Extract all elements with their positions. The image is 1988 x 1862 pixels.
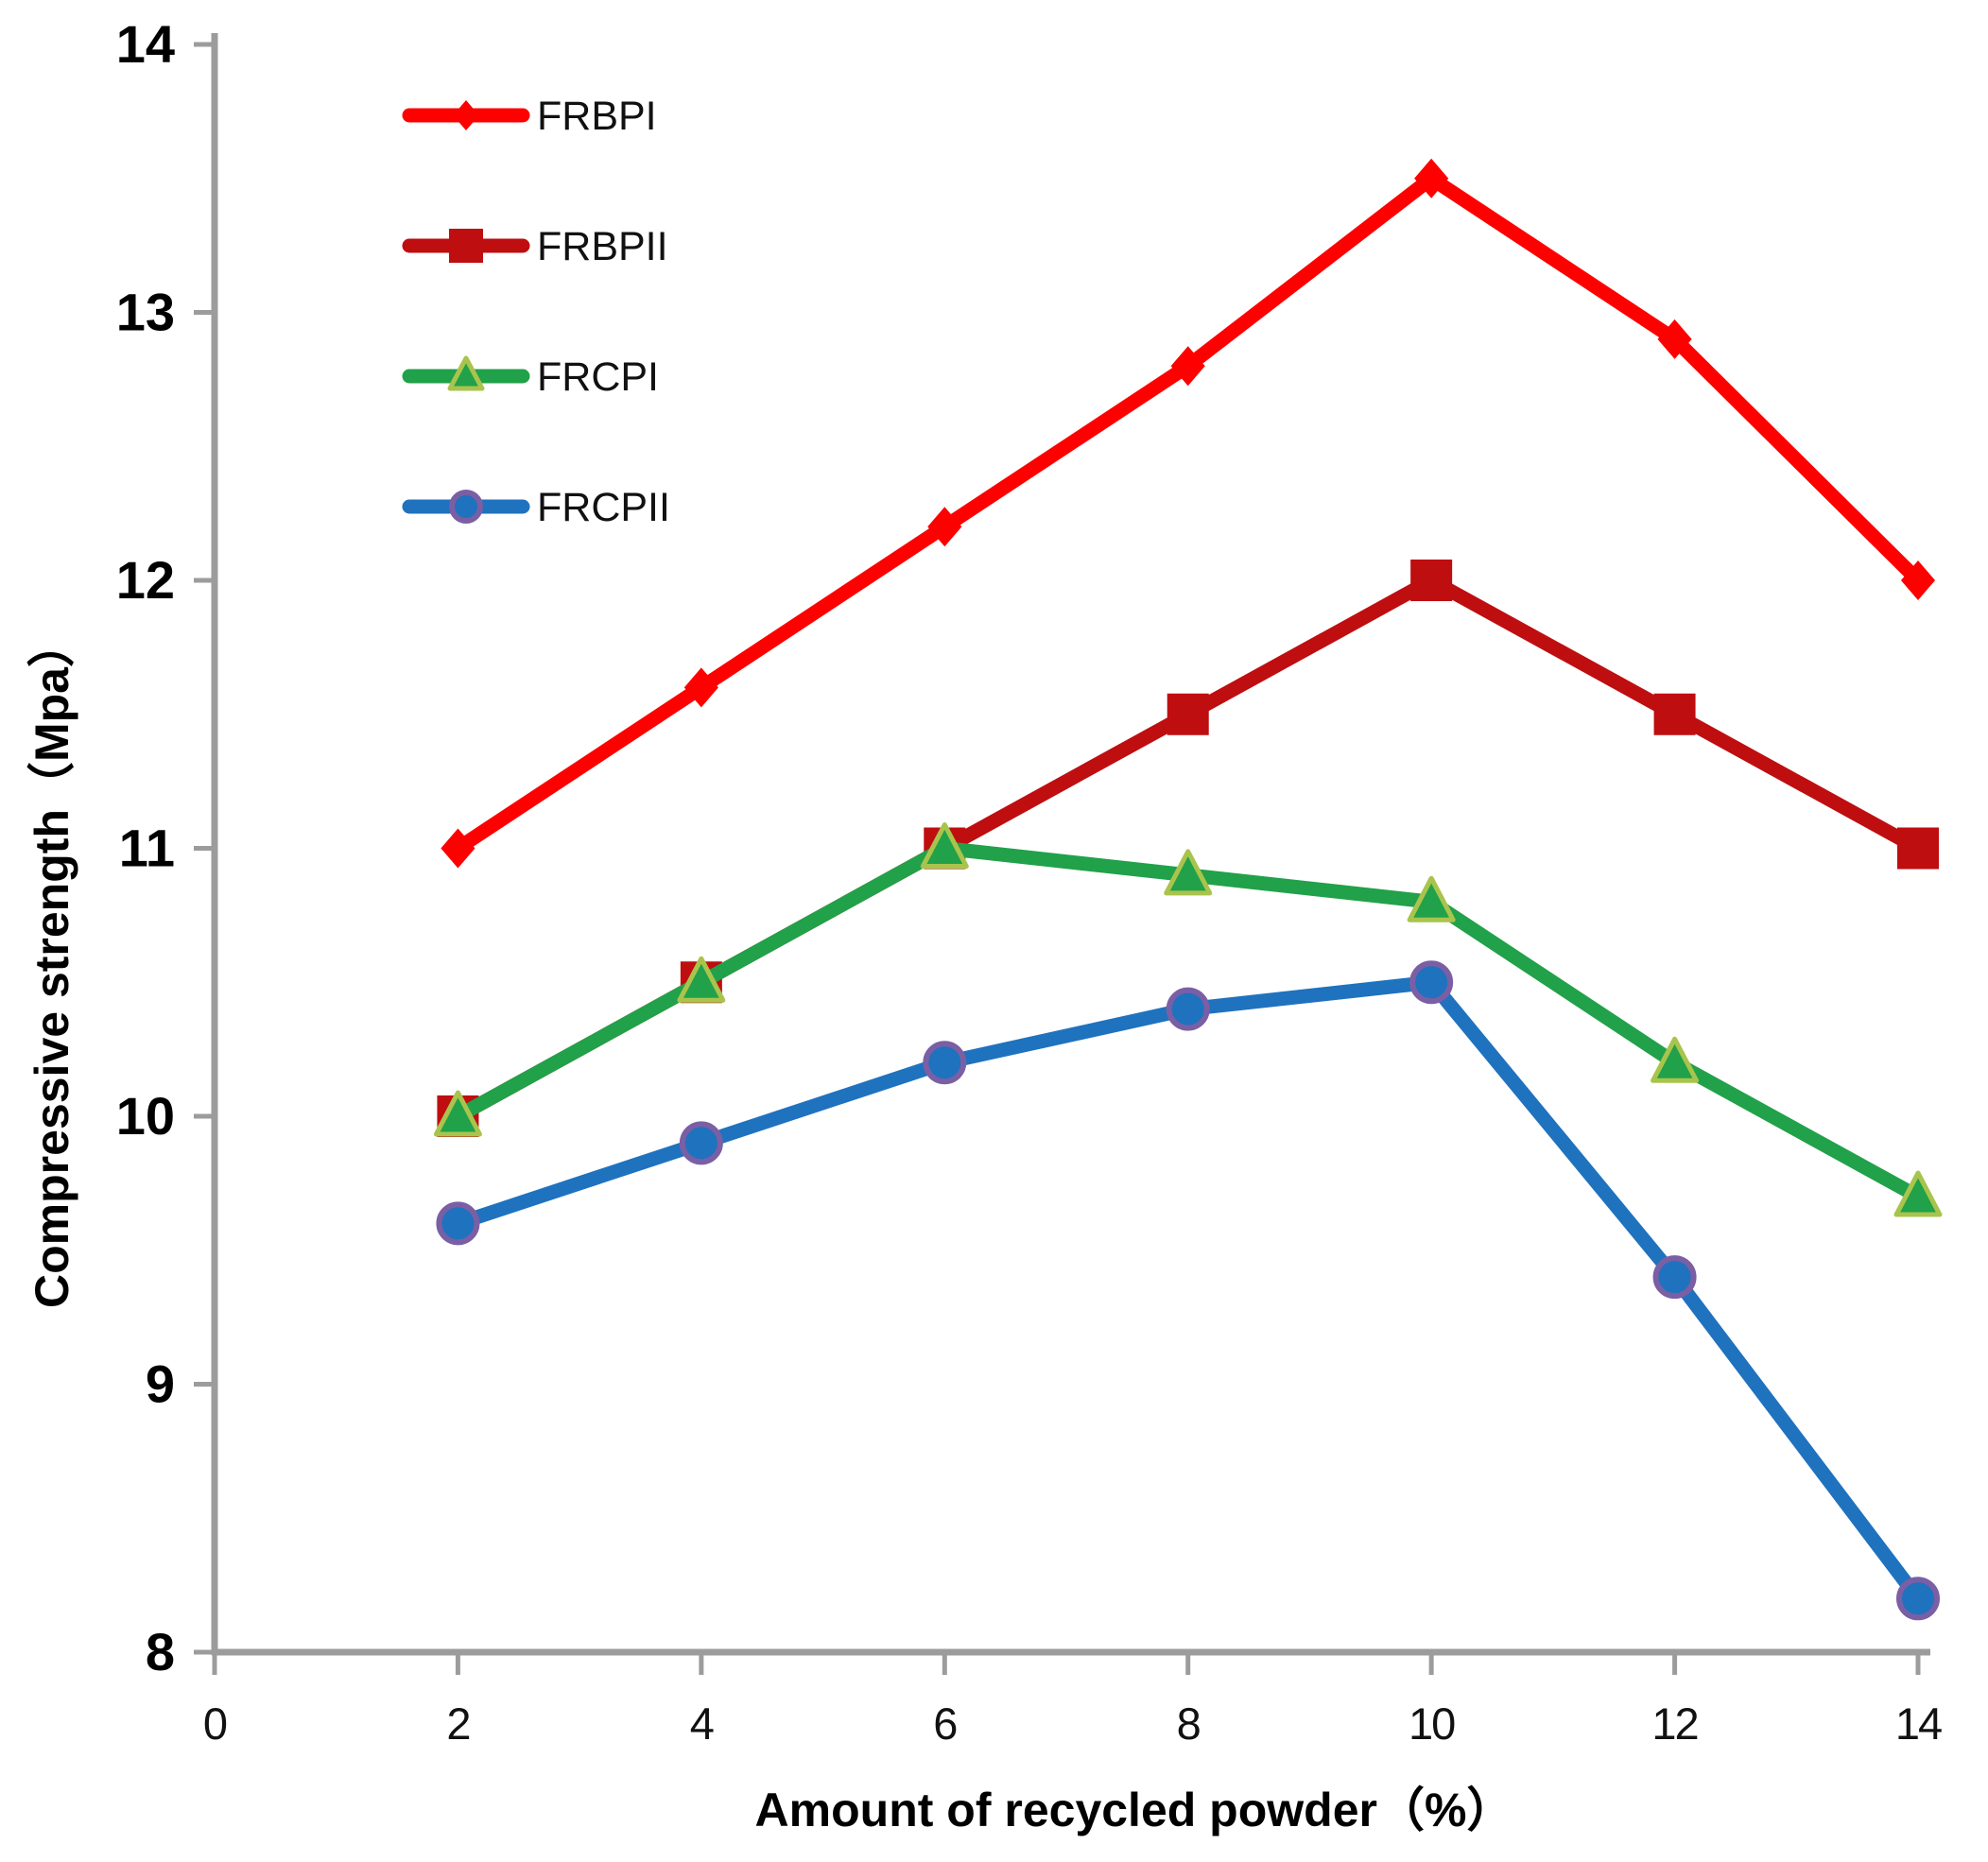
series-path xyxy=(450,171,1926,855)
series-line-FRCPI xyxy=(433,822,1943,1217)
y-tick-label: 8 xyxy=(146,1622,175,1681)
y-tick-label: 9 xyxy=(146,1354,175,1414)
x-tick-label: 4 xyxy=(690,1698,714,1749)
legend-label: FRCPII xyxy=(537,485,670,530)
data-point-marker xyxy=(453,100,479,130)
data-point-marker xyxy=(1893,1170,1943,1217)
data-point-marker xyxy=(1897,827,1939,870)
data-point-marker xyxy=(436,1201,480,1246)
x-tick-label: 14 xyxy=(1895,1698,1942,1749)
data-point-marker xyxy=(449,490,483,524)
y-tick-label: 14 xyxy=(116,14,175,74)
series-line-FRBPI xyxy=(441,158,1936,869)
legend-label: FRCPI xyxy=(537,354,659,400)
data-point-marker xyxy=(1166,987,1210,1031)
data-point-marker xyxy=(1407,875,1456,922)
data-point-marker xyxy=(927,507,962,547)
y-tick-label: 10 xyxy=(116,1086,175,1146)
series-layer xyxy=(433,158,1943,1621)
legend-label: FRBPII xyxy=(537,224,668,269)
data-point-marker xyxy=(683,667,718,708)
x-tick-label: 2 xyxy=(446,1698,469,1749)
legend-item: FRCPI xyxy=(402,354,659,400)
data-point-marker xyxy=(923,1041,967,1085)
data-point-marker xyxy=(679,1121,723,1165)
axes-layer: 8 9 10 11 12 13 14 0 2 4 6 8 10 12 14 xyxy=(116,14,1944,1749)
data-point-marker xyxy=(447,355,485,391)
data-point-marker xyxy=(1652,1255,1697,1300)
data-point-marker xyxy=(1653,693,1696,735)
x-axis-title: Amount of recycled powder（%） xyxy=(755,1784,1514,1836)
series-path xyxy=(450,573,1926,1124)
legend: FRBPI FRBPII FRCPI FRCPII xyxy=(402,94,670,530)
data-point-marker xyxy=(920,822,969,869)
y-axis-title: Compressive strength（Mpa） xyxy=(26,620,78,1308)
data-point-marker xyxy=(1409,960,1454,1005)
y-tick-label: 11 xyxy=(119,819,175,878)
legend-label: FRBPI xyxy=(537,94,657,139)
x-tick-label: 0 xyxy=(203,1698,227,1749)
data-point-marker xyxy=(1167,693,1209,735)
data-point-marker xyxy=(433,1090,482,1137)
x-tick-label: 8 xyxy=(1177,1698,1201,1749)
y-tick-label: 13 xyxy=(116,283,175,342)
data-point-marker xyxy=(1170,346,1205,387)
series-line-FRBPII xyxy=(437,560,1939,1137)
data-point-marker xyxy=(1410,560,1453,601)
x-tick-label: 12 xyxy=(1651,1698,1697,1749)
data-point-marker xyxy=(1164,849,1213,896)
y-tick-label: 12 xyxy=(116,550,175,610)
data-point-marker xyxy=(1657,319,1692,359)
data-point-marker xyxy=(1414,158,1449,198)
legend-item: FRBPII xyxy=(402,224,668,269)
data-point-marker xyxy=(1900,560,1936,600)
legend-item: FRBPI xyxy=(402,94,657,139)
x-tick-label: 10 xyxy=(1409,1698,1455,1749)
data-point-marker xyxy=(441,828,475,869)
series-line-FRCPII xyxy=(436,960,1940,1621)
data-point-marker xyxy=(1896,1577,1940,1621)
legend-item: FRCPII xyxy=(402,485,670,530)
data-point-marker xyxy=(1651,1036,1700,1083)
x-tick-label: 6 xyxy=(933,1698,957,1749)
data-point-marker xyxy=(677,956,726,1003)
data-point-marker xyxy=(449,229,483,263)
